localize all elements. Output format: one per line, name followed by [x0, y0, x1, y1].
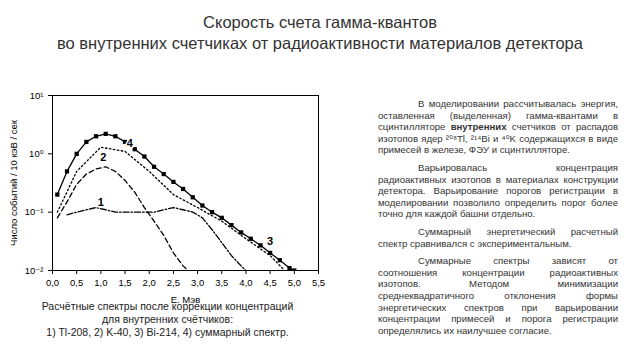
svg-text:5,0: 5,0: [288, 277, 301, 288]
svg-text:0,0: 0,0: [46, 277, 59, 288]
svg-text:3,5: 3,5: [215, 277, 228, 288]
svg-text:1,0: 1,0: [94, 277, 107, 288]
svg-text:3: 3: [267, 235, 273, 247]
svg-text:3,0: 3,0: [191, 277, 204, 288]
svg-text:10⁻¹: 10⁻¹: [25, 206, 44, 217]
svg-text:10⁻²: 10⁻²: [25, 265, 44, 276]
svg-text:2: 2: [100, 151, 106, 163]
svg-text:1,5: 1,5: [118, 277, 131, 288]
svg-text:Число событий / 10 кэВ / сек: Число событий / 10 кэВ / сек: [8, 119, 19, 246]
svg-text:4: 4: [127, 137, 134, 149]
svg-text:2,5: 2,5: [167, 277, 180, 288]
svg-text:5,5: 5,5: [312, 277, 325, 288]
svg-text:2,0: 2,0: [143, 277, 156, 288]
svg-text:4,5: 4,5: [264, 277, 277, 288]
svg-text:4,0: 4,0: [239, 277, 252, 288]
svg-text:10⁰: 10⁰: [29, 148, 44, 159]
svg-text:10¹: 10¹: [30, 90, 44, 101]
svg-text:0,5: 0,5: [70, 277, 83, 288]
svg-text:1: 1: [98, 196, 104, 208]
